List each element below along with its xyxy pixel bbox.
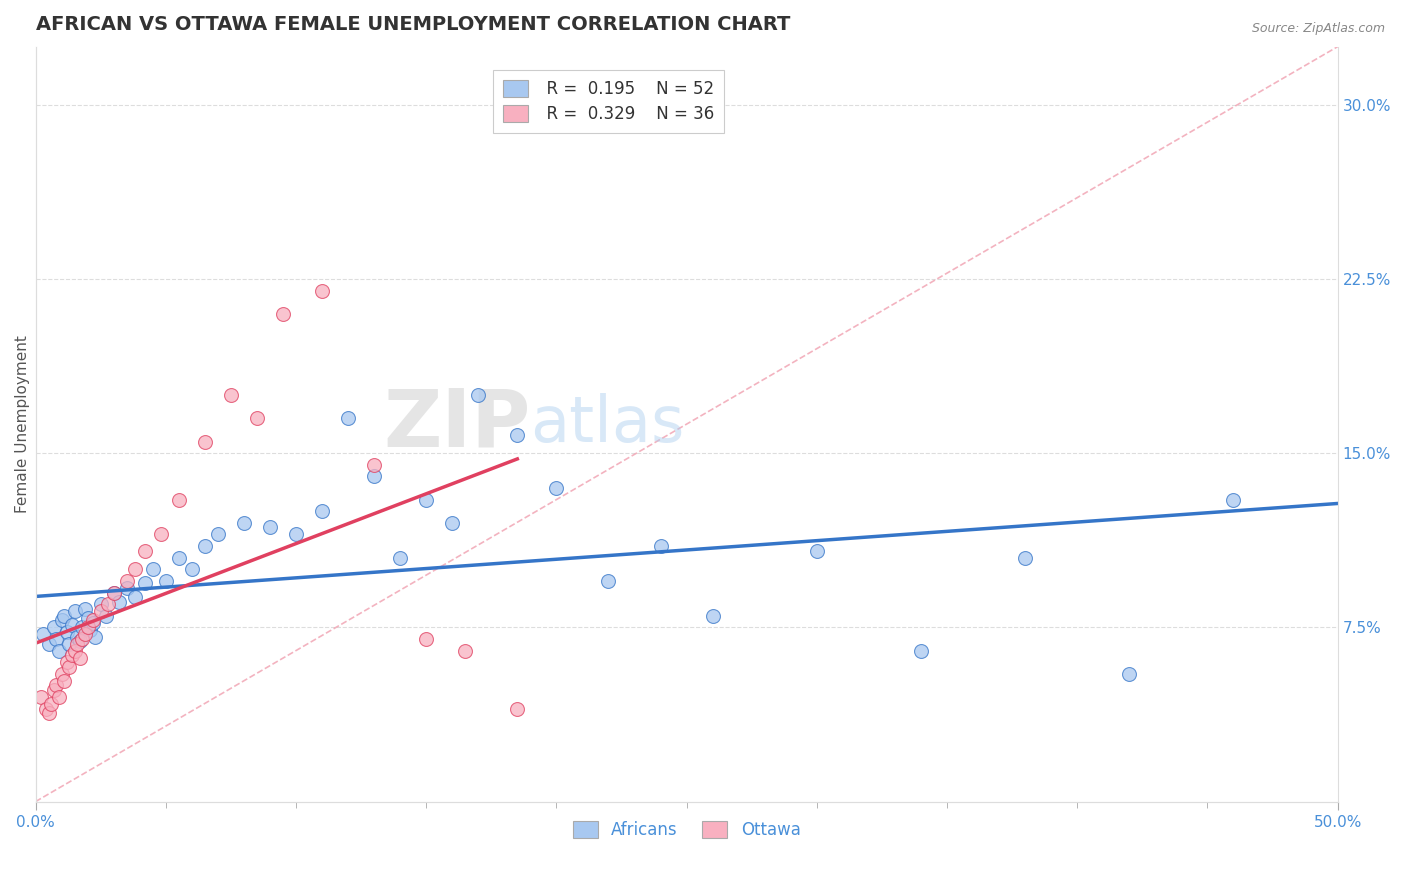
Point: [441, 516, 464, 530]
Point: [73, 627, 96, 641]
Point: [60, 648, 83, 663]
Point: [467, 388, 489, 402]
Point: [271, 307, 294, 321]
Point: [38, 706, 60, 721]
Point: [194, 539, 217, 553]
Point: [53, 608, 76, 623]
Point: [48, 643, 70, 657]
Point: [363, 458, 385, 472]
Point: [45, 632, 67, 646]
Point: [58, 637, 80, 651]
Point: [194, 434, 217, 449]
Point: [63, 643, 86, 657]
Point: [103, 585, 125, 599]
Point: [506, 427, 529, 442]
Point: [259, 520, 281, 534]
Point: [1014, 550, 1036, 565]
Point: [363, 469, 385, 483]
Point: [115, 574, 138, 588]
Point: [30, 690, 52, 704]
Point: [246, 411, 269, 425]
Y-axis label: Female Unemployment: Female Unemployment: [15, 335, 30, 513]
Point: [167, 492, 190, 507]
Point: [45, 678, 67, 692]
Point: [219, 388, 242, 402]
Point: [134, 576, 156, 591]
Point: [69, 650, 91, 665]
Point: [90, 597, 112, 611]
Point: [51, 614, 73, 628]
Point: [311, 284, 333, 298]
Point: [415, 492, 437, 507]
Point: [42, 620, 65, 634]
Point: [167, 550, 190, 565]
Point: [546, 481, 568, 495]
Point: [180, 562, 202, 576]
Point: [58, 660, 80, 674]
Point: [285, 527, 308, 541]
Point: [56, 625, 79, 640]
Legend: Africans, Ottawa: Africans, Ottawa: [565, 814, 807, 847]
Point: [90, 604, 112, 618]
Point: [69, 634, 91, 648]
Point: [389, 550, 412, 565]
Text: Source: ZipAtlas.com: Source: ZipAtlas.com: [1251, 22, 1385, 36]
Point: [48, 690, 70, 704]
Point: [94, 608, 117, 623]
Point: [35, 701, 58, 715]
Point: [454, 643, 477, 657]
Point: [32, 627, 55, 641]
Point: [76, 620, 98, 634]
Point: [56, 655, 79, 669]
Point: [72, 620, 94, 634]
Point: [51, 666, 73, 681]
Point: [910, 643, 932, 657]
Point: [66, 637, 89, 651]
Point: [103, 585, 125, 599]
Point: [42, 683, 65, 698]
Point: [232, 516, 254, 530]
Point: [72, 632, 94, 646]
Point: [60, 618, 83, 632]
Point: [84, 630, 107, 644]
Text: atlas: atlas: [530, 393, 685, 455]
Point: [155, 574, 177, 588]
Point: [124, 590, 146, 604]
Point: [79, 623, 101, 637]
Text: AFRICAN VS OTTAWA FEMALE UNEMPLOYMENT CORRELATION CHART: AFRICAN VS OTTAWA FEMALE UNEMPLOYMENT CO…: [35, 15, 790, 34]
Point: [1118, 666, 1140, 681]
Point: [806, 543, 828, 558]
Point: [650, 539, 672, 553]
Point: [82, 614, 104, 628]
Point: [82, 615, 104, 630]
Point: [142, 562, 165, 576]
Point: [73, 601, 96, 615]
Point: [702, 608, 724, 623]
Point: [598, 574, 620, 588]
Point: [53, 673, 76, 688]
Point: [134, 543, 156, 558]
Point: [63, 604, 86, 618]
Point: [39, 697, 62, 711]
Point: [337, 411, 360, 425]
Point: [66, 630, 89, 644]
Point: [115, 581, 138, 595]
Point: [108, 595, 131, 609]
Point: [415, 632, 437, 646]
Point: [506, 701, 529, 715]
Point: [311, 504, 333, 518]
Point: [124, 562, 146, 576]
Text: ZIP: ZIP: [382, 385, 530, 463]
Point: [1222, 492, 1244, 507]
Point: [149, 527, 172, 541]
Point: [97, 597, 120, 611]
Point: [207, 527, 229, 541]
Point: [76, 611, 98, 625]
Point: [38, 637, 60, 651]
